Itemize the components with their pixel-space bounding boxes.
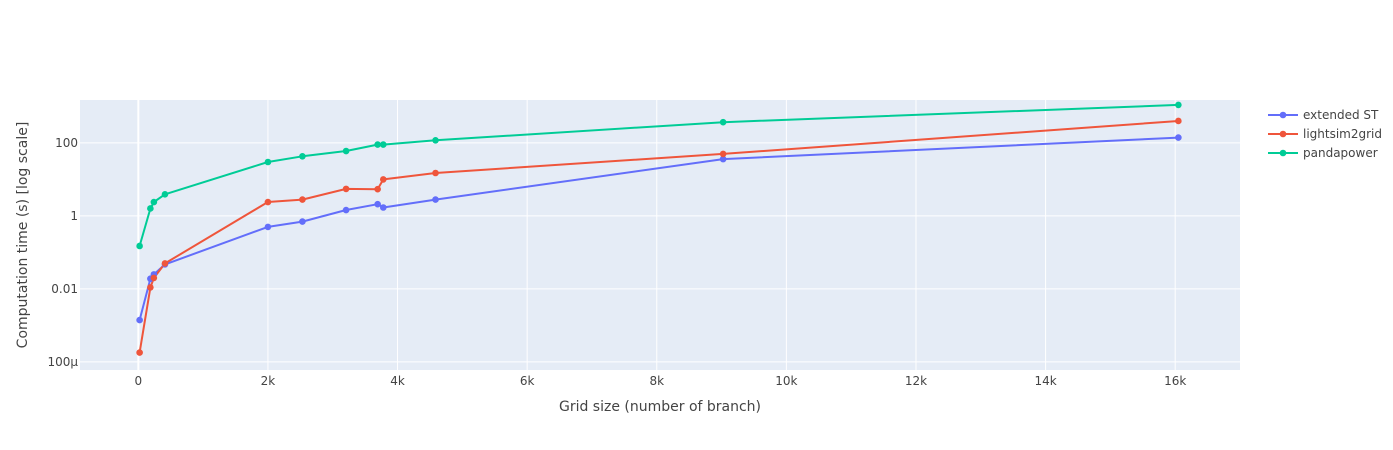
legend-label: lightsim2grid [1303, 127, 1382, 141]
data-point[interactable] [379, 141, 387, 148]
x-tick-label: 12k [905, 374, 927, 388]
x-tick-label: 0 [135, 374, 143, 388]
data-point[interactable] [136, 349, 143, 356]
legend-item-0[interactable]: extended ST [1268, 108, 1379, 122]
data-point[interactable] [342, 185, 350, 193]
data-point[interactable] [374, 185, 381, 193]
data-point[interactable] [264, 223, 272, 231]
data-point[interactable] [379, 204, 387, 211]
legend-swatch-marker [1279, 149, 1287, 157]
legend-label: extended ST [1303, 108, 1379, 122]
data-point[interactable] [150, 198, 158, 206]
data-point[interactable] [379, 176, 387, 183]
x-tick-label: 8k [649, 374, 664, 388]
y-tick-label: 100μ [47, 355, 78, 369]
data-point[interactable] [161, 191, 169, 198]
x-tick-label: 2k [261, 374, 276, 388]
data-point[interactable] [1175, 117, 1182, 125]
x-tick-label: 10k [775, 374, 797, 388]
x-tick-label: 4k [390, 374, 405, 388]
data-point[interactable] [719, 155, 727, 163]
y-axis-ticks: 100μ 0.01 1 100 [47, 136, 78, 369]
data-point[interactable] [1175, 134, 1182, 141]
data-point[interactable] [299, 196, 306, 203]
y-tick-label: 100 [55, 136, 78, 150]
legend[interactable]: extended ST lightsim2grid pandapower [1268, 108, 1382, 160]
x-axis-title: Grid size (number of branch) [559, 399, 761, 415]
y-axis-title: Computation time (s) [log scale] [15, 122, 31, 349]
data-point[interactable] [342, 206, 350, 214]
data-point[interactable] [342, 147, 350, 155]
legend-item-1[interactable]: lightsim2grid [1268, 127, 1382, 141]
legend-swatch-marker [1279, 111, 1287, 119]
data-point[interactable] [136, 316, 143, 324]
data-point[interactable] [161, 260, 169, 267]
data-point[interactable] [264, 198, 272, 206]
data-point[interactable] [147, 205, 154, 212]
y-tick-label: 0.01 [51, 282, 78, 296]
x-tick-label: 6k [520, 374, 535, 388]
x-tick-label: 16k [1164, 374, 1186, 388]
data-point[interactable] [1175, 101, 1182, 109]
data-point[interactable] [374, 141, 381, 148]
data-point[interactable] [374, 200, 381, 208]
series-points [136, 101, 1182, 356]
y-tick-label: 1 [70, 209, 78, 223]
data-point[interactable] [719, 150, 727, 158]
x-tick-label: 14k [1034, 374, 1056, 388]
legend-item-2[interactable]: pandapower [1268, 146, 1378, 160]
data-point[interactable] [136, 242, 143, 250]
plot-background [80, 100, 1240, 370]
data-point[interactable] [432, 169, 439, 177]
data-point[interactable] [432, 136, 439, 144]
data-point[interactable] [147, 284, 154, 291]
data-point[interactable] [150, 274, 158, 282]
x-axis-ticks: 0 2k 4k 6k 8k 10k 12k 14k 16k [135, 374, 1187, 388]
data-point[interactable] [432, 196, 439, 203]
data-point[interactable] [719, 118, 727, 126]
data-point[interactable] [264, 158, 272, 166]
data-point[interactable] [299, 218, 306, 225]
legend-label: pandapower [1303, 146, 1378, 160]
legend-swatch-marker [1279, 130, 1287, 138]
data-point[interactable] [299, 153, 306, 160]
